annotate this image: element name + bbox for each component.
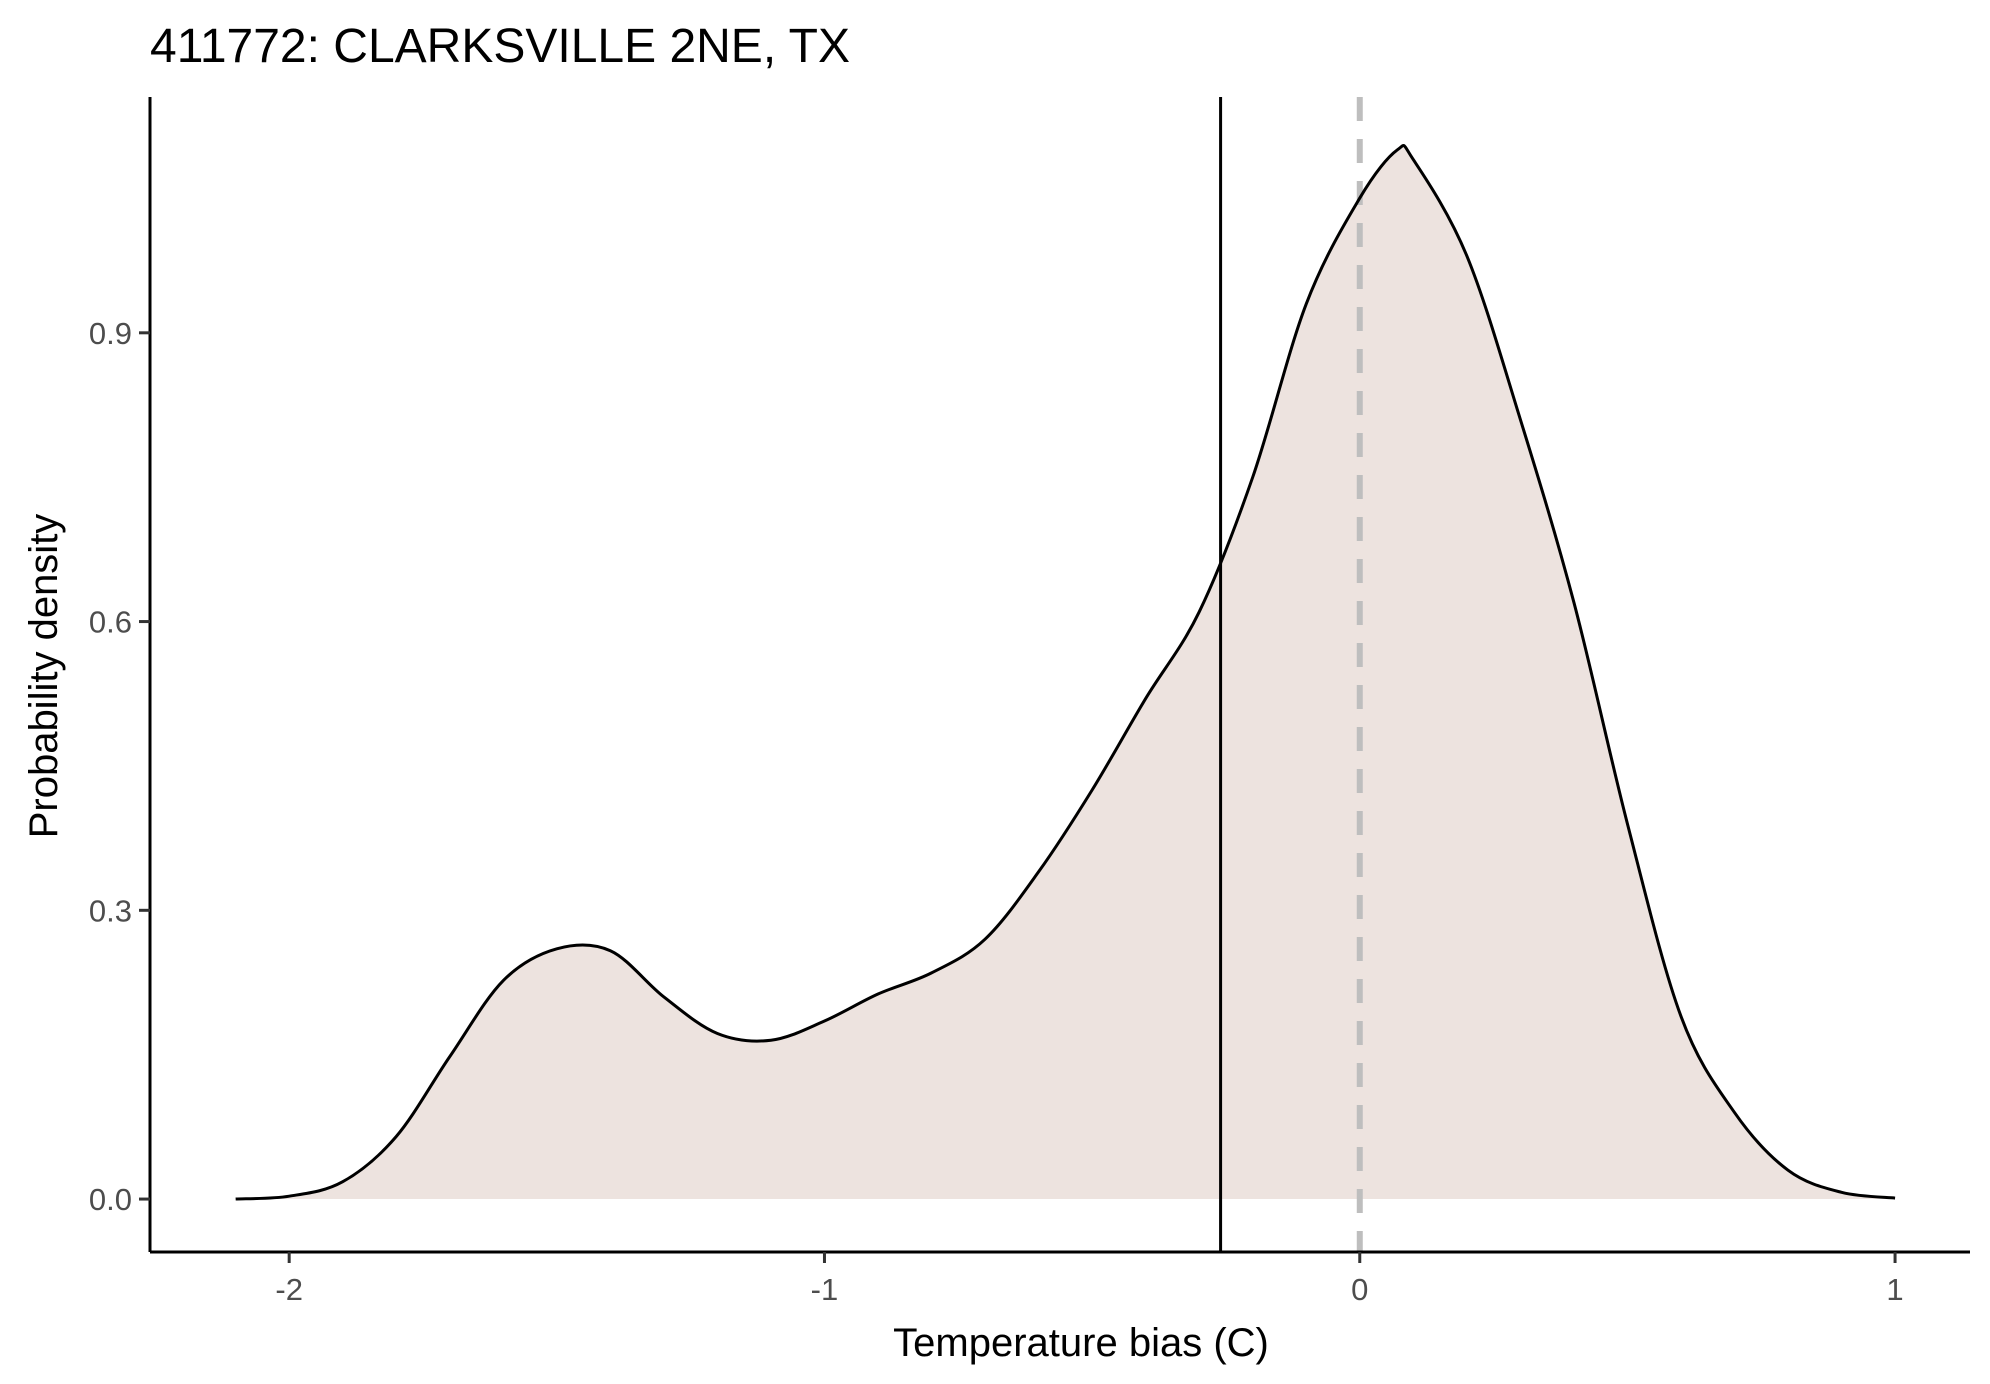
x-tick-label: -2 <box>275 1272 303 1307</box>
y-axis-title: Probability density <box>22 514 66 839</box>
density-curve-0 <box>235 144 1896 1201</box>
plot-area: -2 -1 0 1 0.0 0.3 0.6 0.9 <box>89 97 1970 1307</box>
x-axis-title: Temperature bias (C) <box>893 1321 1269 1365</box>
y-tick-label: 0.6 <box>89 605 132 640</box>
x-tick-label: -1 <box>811 1272 839 1307</box>
x-tick-label: 0 <box>1351 1272 1368 1307</box>
x-tick-label: 1 <box>1886 1272 1903 1307</box>
density-area-0 <box>235 145 1896 1200</box>
y-tick-label: 0.3 <box>89 893 132 928</box>
y-tick-label: 0.0 <box>89 1182 132 1217</box>
y-tick-label: 0.9 <box>89 316 132 351</box>
chart-title: 411772: CLARKSVILLE 2NE, TX <box>150 20 850 73</box>
